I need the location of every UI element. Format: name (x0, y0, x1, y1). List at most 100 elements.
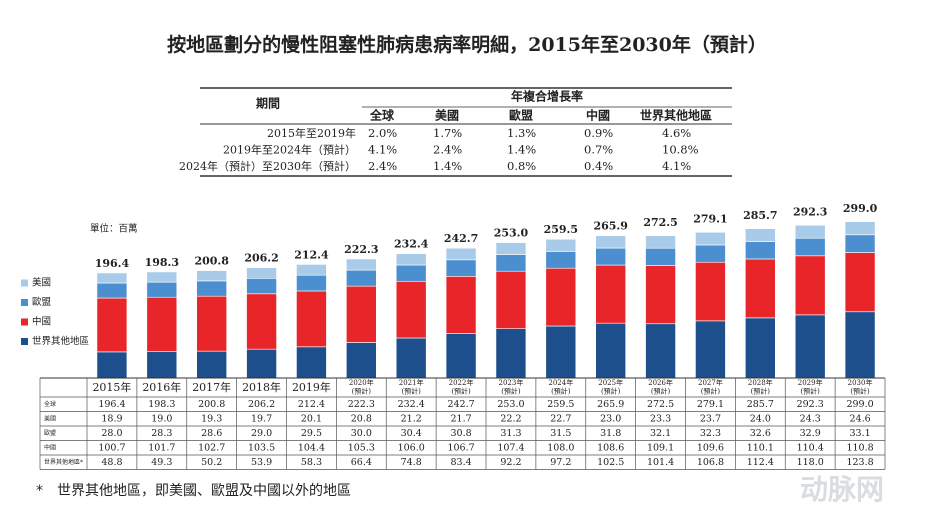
table-cell: 28.0 (101, 428, 122, 439)
bar-segment (695, 320, 726, 379)
table-cell: 29.0 (251, 428, 272, 439)
bar-segment (196, 270, 227, 282)
table-cell: 253.0 (497, 399, 524, 410)
table-cell: 32.9 (800, 428, 821, 439)
table-cell: 20.8 (351, 413, 372, 424)
table-cell: 20.1 (301, 413, 322, 424)
table-cell: 112.4 (747, 457, 774, 468)
table-cell: 33.1 (849, 428, 870, 439)
cell: 0.7% (584, 143, 613, 157)
cell: 2.0% (368, 126, 397, 140)
table-cell: 32.3 (700, 428, 721, 439)
table-cell: 30.0 (351, 428, 372, 439)
total-label: 279.1 (693, 213, 727, 226)
table-cell: 110.8 (846, 442, 873, 453)
table-cell: 198.3 (148, 399, 175, 410)
table-cell: 24.6 (849, 413, 870, 424)
table-cell: 259.5 (547, 399, 574, 410)
table-cell: 23.7 (700, 413, 721, 424)
bar-segment (346, 342, 377, 379)
table-cell: 19.7 (251, 413, 272, 424)
table-cell: 24.3 (800, 413, 821, 424)
table-cell: 28.3 (151, 428, 172, 439)
x-tick-label: 2017年 (192, 380, 231, 394)
bar-segment (545, 267, 577, 327)
table-cell: 110.4 (797, 442, 824, 453)
table-row-label: 歐盟 (44, 429, 56, 437)
bar-segment (296, 264, 327, 276)
table-cell: 97.2 (550, 457, 571, 468)
bar-segment (445, 259, 477, 277)
table-header: 世界其他地區 (640, 108, 712, 123)
bar-segment (346, 285, 377, 343)
total-label: 272.5 (643, 216, 677, 229)
total-label: 259.5 (544, 223, 578, 236)
table-cell: 22.2 (500, 413, 521, 424)
table-cell: 66.4 (351, 457, 372, 468)
total-label: 222.3 (344, 243, 378, 256)
bar-segment (196, 350, 227, 379)
legend-swatch (21, 299, 28, 306)
table-cell: 101.7 (148, 442, 175, 453)
bar-segment (146, 351, 178, 379)
total-label: 196.4 (95, 257, 130, 270)
total-label: 198.3 (145, 256, 179, 269)
table-cell: 109.1 (647, 442, 674, 453)
table-cell: 28.6 (201, 428, 222, 439)
bar-segment (695, 244, 726, 263)
x-tick-label: 2021年(預計) (399, 378, 424, 396)
table-cell: 103.5 (248, 442, 275, 453)
total-label: 299.0 (843, 202, 878, 215)
table-row-label: 中國 (44, 443, 56, 451)
legend-swatch (21, 318, 28, 326)
cell: 0.8% (507, 159, 536, 173)
table-cell: 92.2 (500, 457, 521, 468)
cell: 10.8% (662, 143, 699, 157)
bar-segment (745, 241, 776, 260)
row-label: 2019年至2024年（預計） (223, 143, 356, 157)
bar-segment (395, 264, 427, 282)
table-cell: 212.4 (298, 399, 325, 410)
table-header: 全球 (369, 108, 395, 123)
cell: 4.1% (662, 159, 691, 173)
bar-segment (645, 265, 676, 325)
table-cell: 58.3 (301, 457, 322, 468)
bar-segment (346, 269, 377, 287)
bar-segment (844, 252, 876, 313)
bar-segment (545, 325, 577, 379)
table-cell: 22.7 (550, 413, 571, 424)
table-header: 歐盟 (509, 108, 533, 123)
table-cell: 53.9 (251, 457, 272, 468)
table-cell: 206.2 (248, 399, 275, 410)
x-tick-label: 2022年(預計) (449, 378, 474, 396)
bar-segment (844, 311, 876, 379)
bar-segment (395, 337, 427, 379)
bar-segment (794, 255, 826, 316)
table-cell: 106.8 (697, 457, 724, 468)
bar-segment (695, 261, 726, 322)
legend-label: 美國 (32, 277, 51, 289)
x-tick-label: 2028年(預計) (748, 378, 773, 396)
cell: 0.9% (584, 126, 613, 140)
title: 按地區劃分的慢性阻塞性肺病患病率明細，2015年至2030年（預計） (167, 33, 767, 56)
total-label: 212.4 (294, 248, 329, 261)
bar-segment (445, 247, 477, 261)
x-tick-label: 2025年(預計) (598, 378, 623, 396)
cell: 2.4% (433, 143, 462, 157)
bar-segment (246, 348, 277, 379)
row-label: 2024年（預計）至2030年（預計） (179, 159, 356, 173)
bar-segment (794, 237, 826, 257)
legend-swatch (21, 279, 28, 287)
bar-segment (196, 280, 227, 297)
table-row-label: 美國 (44, 414, 56, 422)
bar-segment (745, 258, 776, 319)
bar-segment (445, 333, 477, 379)
table-cell: 48.8 (101, 457, 122, 468)
bar-segment (96, 351, 128, 379)
footnote: * 世界其他地區，即美國、歐盟及中國以外的地區 (36, 483, 351, 499)
bar-segment (495, 242, 527, 255)
table-cell: 74.8 (401, 457, 422, 468)
table-cell: 101.4 (647, 457, 674, 468)
bar-segment (246, 277, 277, 295)
bar-segment (495, 328, 527, 379)
